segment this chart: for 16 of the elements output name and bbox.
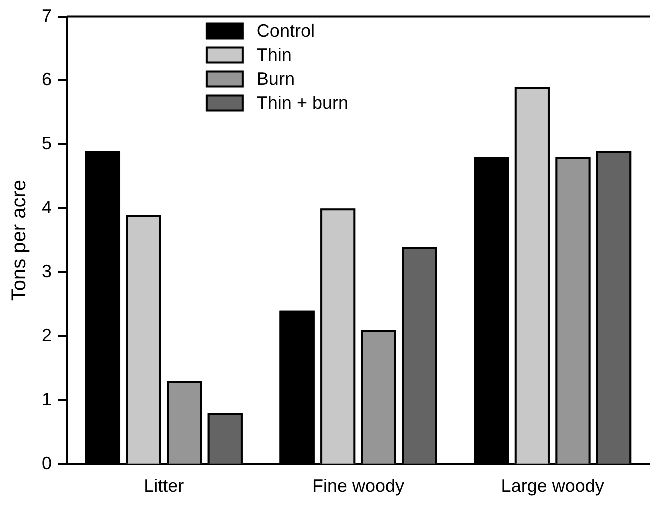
legend-label: Thin bbox=[256, 44, 292, 65]
x-tick-label: Large woody bbox=[501, 476, 604, 496]
y-tick-label: 0 bbox=[42, 453, 52, 474]
y-tick-label: 4 bbox=[42, 198, 52, 218]
x-tick-label: Fine woody bbox=[312, 476, 405, 496]
y-tick-label: 5 bbox=[42, 134, 52, 154]
y-axis-title: Tons per acre bbox=[8, 180, 31, 302]
y-tick-label: 6 bbox=[42, 70, 52, 90]
y-tick-label: 1 bbox=[42, 389, 52, 410]
y-tick-label: 3 bbox=[42, 262, 52, 282]
legend-label: Burn bbox=[256, 68, 295, 89]
y-tick-label: 7 bbox=[42, 6, 52, 26]
x-tick-label: Litter bbox=[144, 476, 184, 496]
legend-label: Control bbox=[256, 20, 315, 41]
legend-label: Thin + burn bbox=[256, 92, 348, 113]
y-tick-label: 2 bbox=[42, 325, 52, 346]
